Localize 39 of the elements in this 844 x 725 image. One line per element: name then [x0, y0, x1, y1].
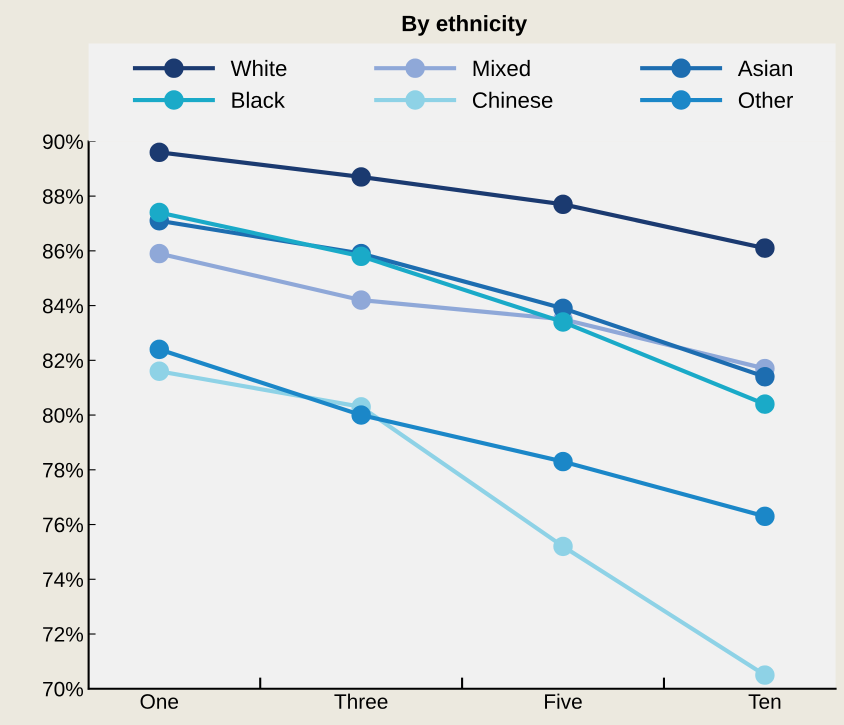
- y-tick-label: 74%: [43, 572, 84, 587]
- x-tick-label: Five: [545, 694, 582, 709]
- y-tick-label: 86%: [42, 244, 84, 259]
- point: [150, 142, 169, 162]
- point: [150, 362, 169, 381]
- point: [150, 340, 169, 360]
- point: [553, 312, 573, 332]
- y-tick-label: 88%: [42, 189, 84, 204]
- point: [755, 665, 775, 685]
- legend-label: Black: [232, 92, 285, 108]
- point: [553, 452, 573, 472]
- y-tick-label: 70%: [43, 682, 84, 697]
- legend-label: Other: [738, 92, 793, 108]
- point: [553, 536, 573, 556]
- legend-label: Mixed: [474, 60, 530, 76]
- legend-label: Chinese: [472, 92, 552, 108]
- y-tick-label: 76%: [43, 518, 84, 532]
- point: [755, 238, 775, 258]
- legend-label: Asian: [738, 60, 792, 76]
- y-tick-label: 82%: [42, 353, 84, 368]
- y-tick-label: 72%: [43, 627, 84, 642]
- point: [150, 202, 169, 222]
- point: [351, 405, 371, 425]
- point: [150, 244, 169, 264]
- point: [351, 167, 371, 187]
- y-tick-label: 78%: [43, 462, 84, 478]
- point: [553, 194, 573, 214]
- point: [351, 290, 371, 310]
- point: [755, 367, 775, 386]
- x-tick-label: Ten: [748, 694, 780, 709]
- y-tick-label: 84%: [42, 298, 84, 314]
- x-tick-label: One: [140, 694, 178, 709]
- y-tick-label: 80%: [42, 408, 84, 423]
- point: [755, 506, 775, 526]
- point: [755, 394, 775, 414]
- x-tick-label: Three: [334, 694, 388, 709]
- legend-label: White: [230, 60, 286, 76]
- y-tick-label: 90%: [43, 134, 84, 150]
- chart-title: By ethnicity: [402, 15, 528, 36]
